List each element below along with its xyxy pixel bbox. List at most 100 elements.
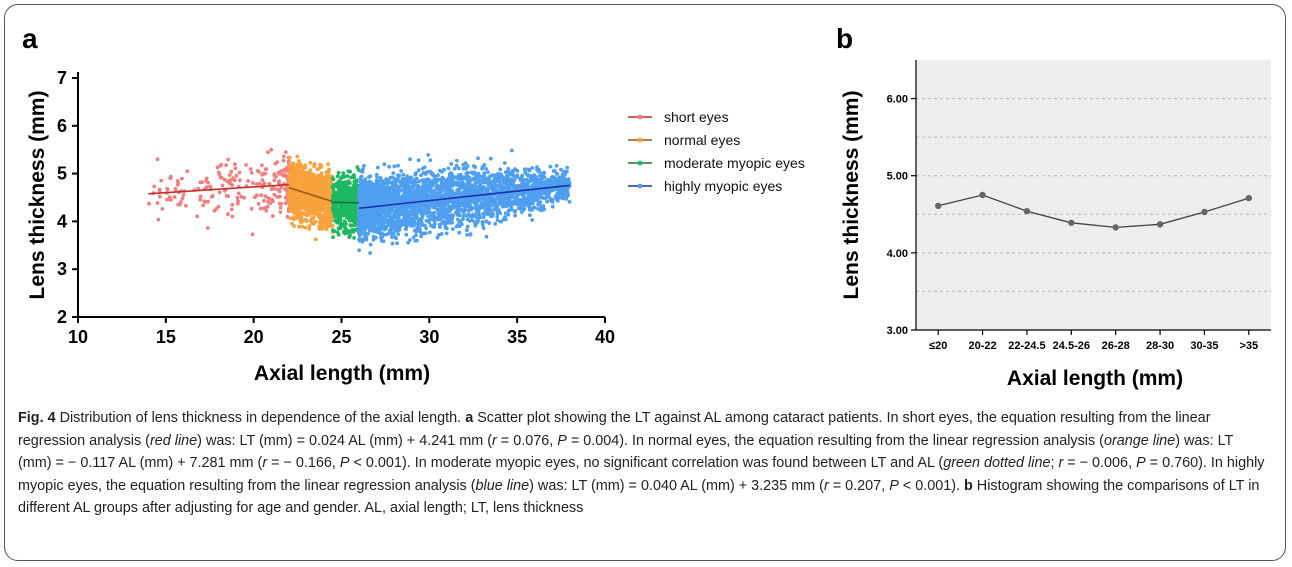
scatter-point xyxy=(513,174,518,179)
scatter-point xyxy=(337,221,342,225)
scatter-point xyxy=(490,203,495,208)
scatter-point xyxy=(421,170,426,175)
scatter-point xyxy=(451,206,455,210)
scatter-point xyxy=(147,201,152,206)
scatter-point xyxy=(435,177,439,182)
legend-label: short eyes xyxy=(664,109,729,125)
scatter-point xyxy=(475,216,479,221)
x-tick-label: 20 xyxy=(244,327,264,347)
scatter-point xyxy=(341,175,346,180)
scatter-point xyxy=(439,205,444,210)
scatter-point xyxy=(295,154,300,159)
scatter-point xyxy=(428,230,432,235)
scatter-point xyxy=(363,215,368,220)
scatter-point xyxy=(155,157,160,162)
scatter-point xyxy=(404,232,409,237)
scatter-point xyxy=(250,232,255,237)
scatter-point xyxy=(296,201,301,206)
scatter-point xyxy=(441,193,446,198)
scatter-point xyxy=(298,162,303,166)
scatter-point xyxy=(313,185,318,190)
caption-segment: = − 0.166, xyxy=(267,455,340,471)
scatter-point xyxy=(345,213,350,218)
caption-segment: P xyxy=(339,455,350,471)
scatter-point xyxy=(338,226,343,231)
scatter-point xyxy=(414,205,418,210)
scatter-point xyxy=(259,193,263,198)
scatter-point xyxy=(352,184,356,189)
scatter-point xyxy=(277,201,282,206)
scatter-point xyxy=(343,230,348,235)
scatter-point xyxy=(488,156,493,161)
scatter-point xyxy=(352,188,357,193)
scatter-point xyxy=(291,167,296,172)
scatter-point xyxy=(316,167,321,171)
scatter-point xyxy=(444,226,449,231)
scatter-point xyxy=(304,207,309,211)
x-tick-label: 28-30 xyxy=(1146,340,1174,352)
scatter-point xyxy=(408,187,412,192)
scatter-point xyxy=(349,223,354,228)
line-plot-b: 3.004.005.006.00≤20 20-22 22-24.5 24.5-26 26… xyxy=(840,60,1271,390)
scatter-point xyxy=(403,198,408,202)
x-tick-label: >35 xyxy=(1239,340,1258,352)
scatter-point xyxy=(485,207,490,211)
scatter-point xyxy=(515,199,519,204)
scatter-point xyxy=(263,194,268,199)
scatter-point xyxy=(374,172,379,177)
scatter-point xyxy=(499,196,504,201)
data-point xyxy=(1112,224,1119,231)
scatter-point xyxy=(287,174,292,178)
data-point xyxy=(1023,208,1031,215)
scatter-point xyxy=(486,189,491,194)
scatter-point xyxy=(352,236,356,240)
scatter-point xyxy=(282,154,286,159)
scatter-point xyxy=(352,222,357,227)
scatter-point xyxy=(173,187,178,191)
scatter-point xyxy=(338,215,342,219)
caption-segment: a xyxy=(465,410,474,426)
legend-label: normal eyes xyxy=(664,132,740,148)
scatter-point xyxy=(386,193,390,198)
scatter-point xyxy=(308,218,313,223)
scatter-point xyxy=(395,241,399,246)
scatter-point xyxy=(399,169,404,173)
scatter-point xyxy=(262,181,267,186)
scatter-point xyxy=(469,187,473,192)
y-tick-label: 3.00 xyxy=(887,325,908,337)
scatter-point xyxy=(550,204,555,209)
scatter-point xyxy=(287,155,292,160)
scatter-point xyxy=(279,169,283,173)
scatter-point xyxy=(510,207,514,212)
scatter-point xyxy=(358,186,362,190)
scatter-point xyxy=(345,174,350,179)
plot-background-b xyxy=(916,60,1271,330)
scatter-point xyxy=(307,227,311,231)
scatter-point xyxy=(530,166,535,170)
scatter-point xyxy=(401,187,406,192)
scatter-point xyxy=(506,203,511,208)
legend-item: short eyes xyxy=(628,109,729,125)
scatter-point xyxy=(244,163,249,167)
scatter-point xyxy=(317,215,321,220)
scatter-point xyxy=(462,189,467,194)
scatter-point xyxy=(449,162,454,166)
scatter-point xyxy=(419,218,423,223)
scatter-point xyxy=(298,215,303,220)
scatter-point xyxy=(394,228,399,233)
scatter-point xyxy=(332,212,337,217)
scatter-point xyxy=(531,201,535,206)
scatter-point xyxy=(236,191,241,196)
scatter-point xyxy=(295,185,299,189)
scatter-point xyxy=(468,205,473,210)
scatter-point xyxy=(555,172,560,176)
scatter-point xyxy=(487,198,492,203)
caption-segment: = − 0.006, xyxy=(1063,455,1137,471)
scatter-point xyxy=(457,230,462,235)
scatter-point xyxy=(323,176,328,181)
scatter-point xyxy=(392,208,396,213)
scatter-point xyxy=(270,198,275,202)
scatter-point xyxy=(301,202,305,207)
scatter-point xyxy=(297,224,302,229)
